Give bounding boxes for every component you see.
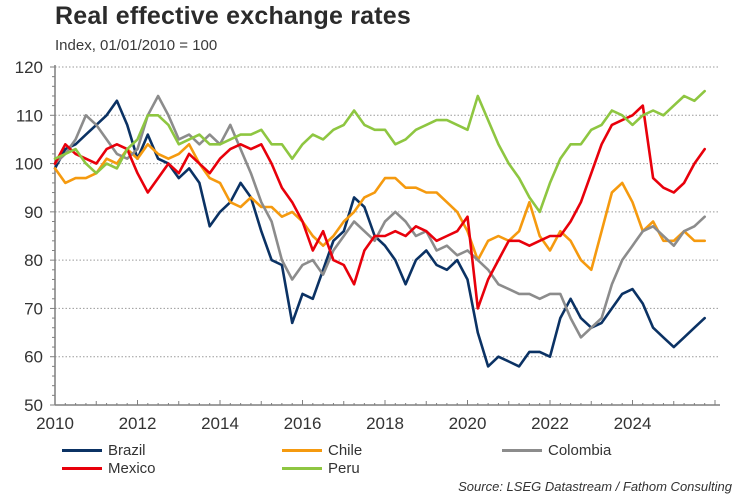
series-line-chile <box>53 143 707 272</box>
y-tick-label: 110 <box>16 106 43 125</box>
x-tick-label: 2012 <box>119 414 157 433</box>
series-lines <box>53 89 707 368</box>
source-note: Source: LSEG Datastream / Fathom Consult… <box>458 479 732 494</box>
x-tick-label: 2010 <box>36 414 74 433</box>
y-tick-label: 100 <box>15 155 43 174</box>
axes <box>50 65 720 406</box>
y-tick-label: 120 <box>15 58 43 77</box>
tick-labels: 50 60 70 80 90 100 110 120 2010 2012 2014 2016 2018 2… <box>15 58 652 433</box>
series-line-brazil <box>53 99 707 368</box>
series-line-colombia <box>53 94 707 339</box>
chart-subtitle: Index, 01/01/2010 = 100 <box>55 37 218 54</box>
y-tick-label: 70 <box>24 299 43 318</box>
x-tick-label: 2024 <box>614 414 652 433</box>
y-tick-label: 50 <box>24 396 43 415</box>
x-tick-label: 2016 <box>284 414 322 433</box>
x-tick-label: 2022 <box>531 414 569 433</box>
y-tick-label: 90 <box>24 203 43 222</box>
y-tick-label: 60 <box>24 348 43 367</box>
x-tick-label: 2018 <box>366 414 404 433</box>
series-line-mexico <box>53 104 707 310</box>
x-tick-label: 2014 <box>201 414 239 433</box>
x-tick-label: 2020 <box>449 414 487 433</box>
series-line-peru <box>53 89 707 214</box>
y-tick-label: 80 <box>24 251 43 270</box>
chart-title: Real effective exchange rates <box>55 2 411 30</box>
gridlines <box>55 66 720 358</box>
